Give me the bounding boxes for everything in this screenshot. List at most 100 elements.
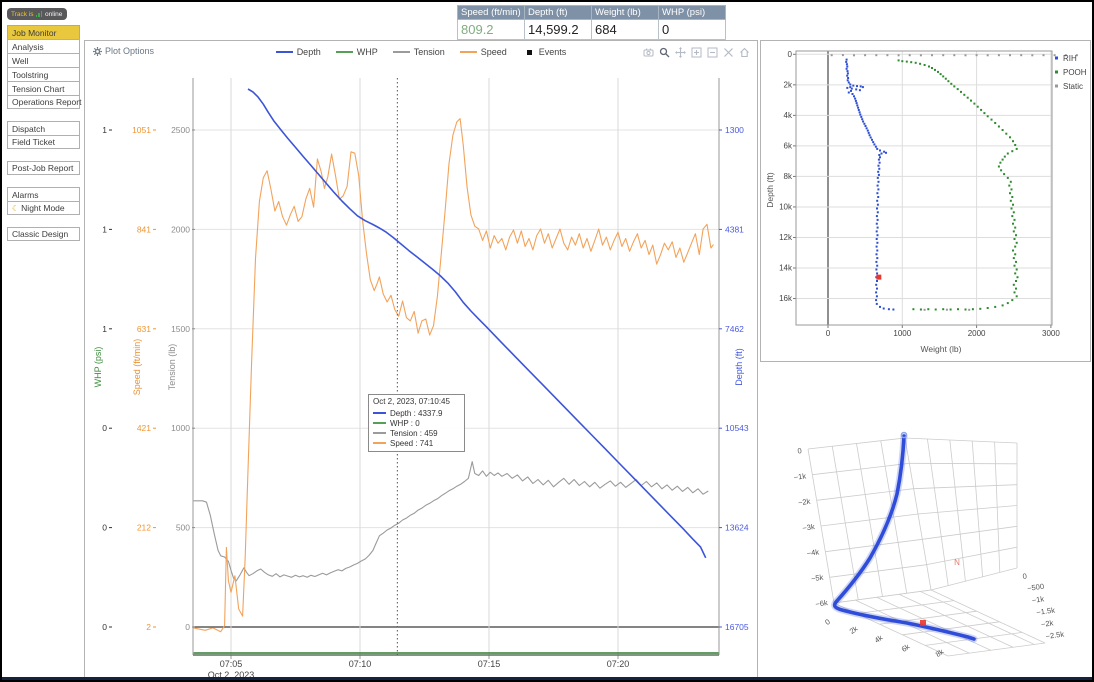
svg-text:0: 0: [102, 622, 107, 632]
svg-text:RIH: RIH: [1063, 54, 1077, 63]
svg-text:212: 212: [137, 523, 151, 533]
sidebar-item-label: Field Ticket: [12, 137, 55, 147]
sidebar-item-label: Job Monitor: [12, 27, 57, 38]
sidebar-item-tension-chart[interactable]: Tension Chart: [7, 81, 80, 95]
legend-label: Speed: [480, 47, 507, 57]
svg-text:−4k: −4k: [806, 547, 820, 558]
svg-text:14k: 14k: [779, 264, 793, 273]
svg-text:1500: 1500: [171, 324, 190, 334]
sidebar-item-label: Post-Job Report: [12, 163, 74, 173]
signal-bars-icon: [35, 11, 44, 17]
sidebar-item-well[interactable]: Well: [7, 53, 80, 67]
sidebar-item-classic-design[interactable]: Classic Design: [7, 227, 80, 241]
legend-item-whp[interactable]: WHP: [335, 47, 378, 57]
svg-text:−1.5k: −1.5k: [1036, 605, 1056, 617]
svg-text:WHP (psi): WHP (psi): [93, 347, 103, 388]
sidebar-group: Post-Job Report: [7, 161, 81, 175]
svg-text:−6k: −6k: [815, 598, 829, 609]
sidebar-item-toolstring[interactable]: Toolstring: [7, 67, 80, 81]
main-chart-panel: Plot Options Depth WHP Tension Speed Events …: [84, 40, 758, 682]
hover-tooltip-row: Depth : 4337.9: [373, 408, 460, 418]
svg-text:−1k: −1k: [1031, 594, 1045, 605]
svg-text:6k: 6k: [900, 642, 912, 654]
sidebar-item-label: Classic Design: [12, 229, 69, 239]
sidebar-item-field-ticket[interactable]: Field Ticket: [7, 135, 80, 149]
scatter-legend-item-rih[interactable]: RIH: [1055, 54, 1077, 63]
pan-icon[interactable]: [674, 46, 687, 59]
svg-text:0: 0: [788, 50, 793, 59]
svg-text:4381: 4381: [725, 224, 744, 234]
svg-text:07:15: 07:15: [478, 659, 501, 669]
sidebar-item-label: Dispatch: [12, 123, 46, 134]
weight-vs-depth-scatter[interactable]: 0 1000 2000 3000 0 2k 4k 6k 8k 10k 12k 14k 16k Weight…: [761, 41, 1088, 359]
camera-icon[interactable]: [642, 46, 655, 59]
svg-text:2000: 2000: [968, 329, 986, 338]
sidebar-item-alarms[interactable]: Alarms: [7, 187, 80, 201]
zoom-icon[interactable]: [658, 46, 671, 59]
tooltip-swatch: [373, 442, 386, 444]
autoscale-icon[interactable]: [722, 46, 735, 59]
sidebar-item-dispatch[interactable]: Dispatch: [7, 121, 80, 135]
sidebar-item-night-mode[interactable]: ☾ Night Mode: [7, 201, 80, 215]
hover-tooltip-row: Tension : 459: [373, 428, 460, 438]
hover-tooltip: Oct 2, 2023, 07:10:45 Depth : 4337.9 WHP …: [368, 394, 465, 452]
time-series-chart[interactable]: 1110001051841631421212225002000150010005…: [85, 41, 757, 682]
scatter-legend-item-static[interactable]: Static: [1055, 82, 1083, 91]
svg-text:Static: Static: [1063, 82, 1083, 91]
sidebar-item-label: Analysis: [12, 41, 44, 52]
legend-item-events[interactable]: Events: [522, 47, 566, 57]
svg-text:10543: 10543: [725, 423, 749, 433]
sidebar-item-operations-report[interactable]: Operations Report: [7, 95, 81, 109]
svg-text:Weight (lb): Weight (lb): [921, 344, 962, 354]
svg-text:0: 0: [102, 423, 107, 433]
readout-value: 809.2: [457, 19, 525, 40]
zoom-in-icon[interactable]: [690, 46, 703, 59]
svg-text:4k: 4k: [784, 111, 793, 120]
sidebar-group: Dispatch Field Ticket: [7, 121, 81, 149]
svg-text:4k: 4k: [873, 633, 885, 645]
svg-text:−2.5k: −2.5k: [1045, 629, 1065, 641]
sidebar-item-label: Night Mode: [21, 203, 65, 213]
svg-text:1: 1: [102, 125, 107, 135]
badge-suffix: online: [45, 10, 63, 18]
svg-text:2k: 2k: [784, 80, 793, 89]
svg-text:8k: 8k: [934, 647, 946, 659]
home-icon[interactable]: [738, 46, 751, 59]
plot-options-label: Plot Options: [105, 46, 155, 56]
moon-icon: ☾: [12, 203, 20, 213]
sidebar-item-label: Toolstring: [12, 69, 49, 80]
svg-text:1051: 1051: [132, 125, 151, 135]
zoom-out-icon[interactable]: [706, 46, 719, 59]
svg-text:8k: 8k: [784, 172, 793, 181]
svg-text:500: 500: [176, 523, 190, 533]
svg-text:0: 0: [102, 523, 107, 533]
svg-text:12k: 12k: [779, 233, 793, 242]
svg-text:07:10: 07:10: [349, 659, 372, 669]
svg-text:1: 1: [102, 324, 107, 334]
readout-label: WHP (psi): [658, 5, 726, 20]
live-readouts-table: Speed (ft/min) Depth (ft) Weight (lb) WHP (…: [457, 5, 726, 40]
legend-item-tension[interactable]: Tension: [392, 47, 445, 57]
svg-text:Tension (lb): Tension (lb): [167, 344, 177, 391]
svg-text:421: 421: [137, 423, 151, 433]
plot-options-button[interactable]: Plot Options: [93, 46, 154, 56]
legend-item-depth[interactable]: Depth: [275, 47, 321, 57]
readout-value: 14,599.2: [524, 19, 592, 40]
svg-text:−500: −500: [1027, 582, 1045, 593]
readout-label: Weight (lb): [591, 5, 659, 20]
legend-item-speed[interactable]: Speed: [459, 47, 507, 57]
scatter-legend-item-pooh[interactable]: POOH: [1055, 68, 1087, 77]
legend-line-swatch: [335, 51, 353, 53]
legend-line-swatch: [459, 51, 477, 53]
svg-text:7462: 7462: [725, 324, 744, 334]
readout-value: 684: [591, 19, 659, 40]
sidebar-item-analysis[interactable]: Analysis: [7, 39, 80, 53]
hover-tooltip-row: Speed : 741: [373, 438, 460, 448]
badge-prefix: Track is: [11, 10, 34, 18]
svg-text:−5k: −5k: [810, 573, 824, 584]
tooltip-text: Speed : 741: [390, 438, 434, 448]
sidebar-item-post-job-report[interactable]: Post-Job Report: [7, 161, 80, 175]
sidebar-item-job-monitor[interactable]: Job Monitor: [7, 25, 80, 39]
